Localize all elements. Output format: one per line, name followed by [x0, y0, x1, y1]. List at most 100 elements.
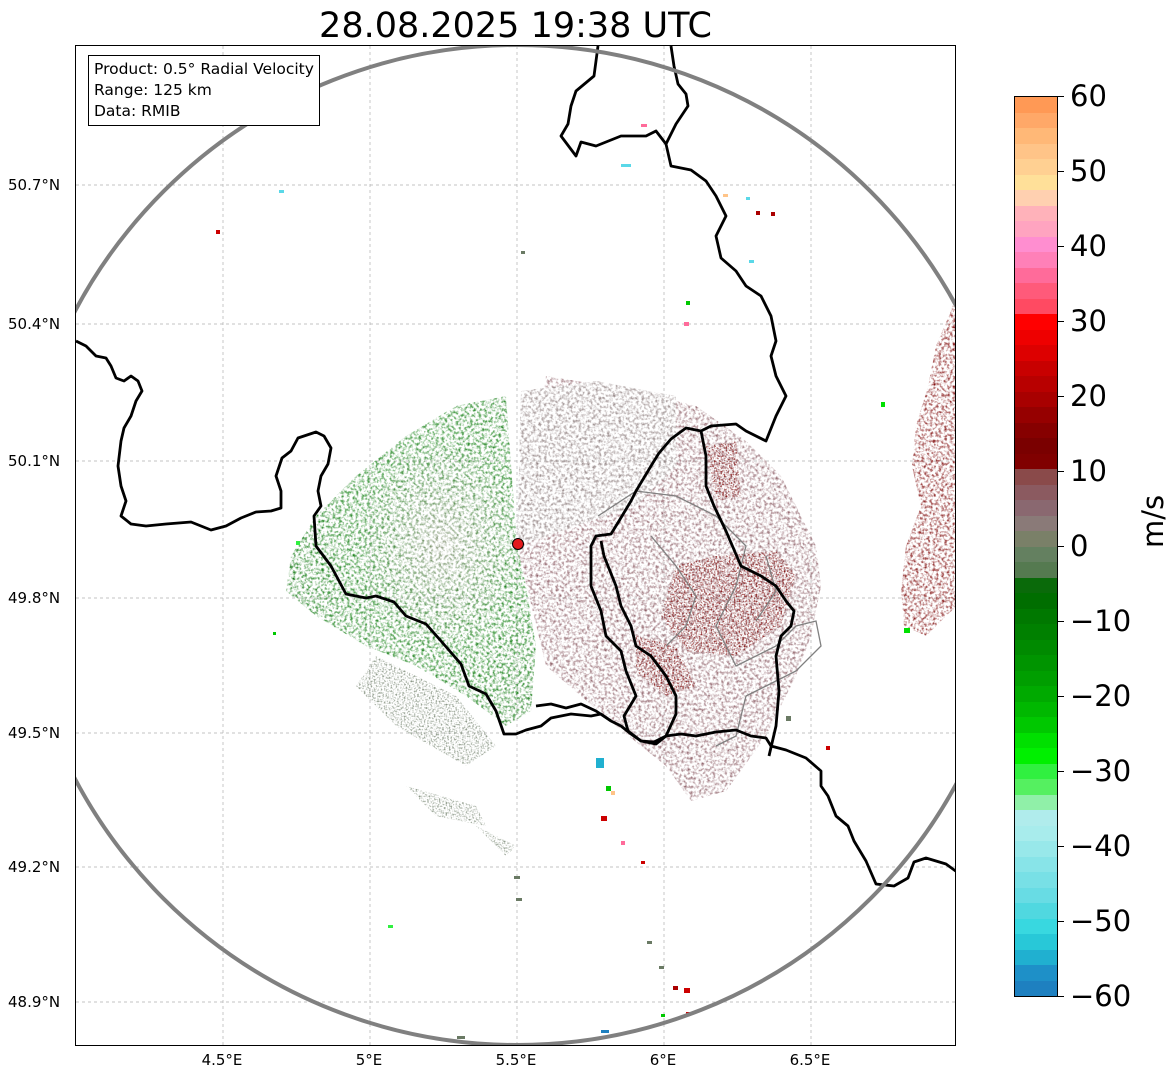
colorbar-tick-label: 20: [1070, 379, 1107, 413]
colorbar-tick-label: −60: [1070, 979, 1132, 1013]
radar-map[interactable]: [75, 45, 956, 1046]
lon-tick-label: 6.5°E: [789, 1051, 831, 1069]
colorbar-unit-label: m/s: [1136, 494, 1170, 548]
colorbar-segment: [1015, 345, 1057, 361]
colorbar-segment: [1015, 670, 1057, 686]
colorbar-segment: [1015, 531, 1057, 547]
colorbar-tick-label: −10: [1070, 604, 1132, 638]
chart-title: 28.08.2025 19:38 UTC: [319, 6, 712, 46]
colorbar-segment: [1015, 686, 1057, 702]
colorbar-segment: [1015, 965, 1057, 981]
colorbar-segment: [1015, 794, 1057, 810]
colorbar-tick-label: 30: [1070, 304, 1107, 338]
radar-site-marker: [512, 538, 524, 550]
colorbar-tick-mark: [1058, 471, 1064, 472]
colorbar-segment: [1015, 329, 1057, 345]
colorbar-tick-mark: [1058, 696, 1064, 697]
colorbar-segment: [1015, 934, 1057, 950]
colorbar-segment: [1015, 515, 1057, 531]
colorbar-tick-mark: [1058, 171, 1064, 172]
colorbar-segment: [1015, 701, 1057, 717]
colorbar-tick-label: 0: [1070, 529, 1089, 563]
colorbar-tick-mark: [1058, 846, 1064, 847]
velocity-echoes: [216, 124, 955, 1039]
lat-tick-label: 50.7°N: [8, 176, 61, 194]
colorbar-tick-mark: [1058, 621, 1064, 622]
colorbar-segment: [1015, 453, 1057, 469]
colorbar-segment: [1015, 112, 1057, 128]
colorbar-segment: [1015, 190, 1057, 206]
colorbar-segment: [1015, 608, 1057, 624]
colorbar-segment: [1015, 252, 1057, 268]
colorbar-segment: [1015, 221, 1057, 237]
colorbar-tick-mark: [1058, 321, 1064, 322]
colorbar-segment: [1015, 903, 1057, 919]
lat-tick-label: 49.8°N: [8, 589, 61, 607]
lat-tick-label: 49.2°N: [8, 858, 61, 876]
colorbar-segment: [1015, 748, 1057, 764]
colorbar-segment: [1015, 143, 1057, 159]
colorbar-tick-mark: [1058, 546, 1064, 547]
colorbar-segment: [1015, 717, 1057, 733]
lat-tick-label: 48.9°N: [8, 993, 61, 1011]
colorbar-segment: [1015, 469, 1057, 485]
colorbar-tick-mark: [1058, 96, 1064, 97]
colorbar-segment: [1015, 97, 1057, 113]
colorbar-segment: [1015, 422, 1057, 438]
lon-tick-label: 5°E: [355, 1051, 383, 1069]
colorbar-segment: [1015, 391, 1057, 407]
colorbar-tick-mark: [1058, 396, 1064, 397]
colorbar-segment: [1015, 732, 1057, 748]
colorbar-segment: [1015, 856, 1057, 872]
colorbar-tick-label: −30: [1070, 754, 1132, 788]
colorbar-tick-label: 50: [1070, 154, 1107, 188]
lon-tick-label: 4.5°E: [201, 1051, 243, 1069]
colorbar-tick-label: −50: [1070, 904, 1132, 938]
lat-tick-label: 50.4°N: [8, 315, 61, 333]
colorbar-segment: [1015, 236, 1057, 252]
colorbar-segment: [1015, 360, 1057, 376]
colorbar-segment: [1015, 205, 1057, 221]
colorbar-segment: [1015, 918, 1057, 934]
colorbar-segment: [1015, 810, 1057, 826]
colorbar-segment: [1015, 825, 1057, 841]
colorbar-segment: [1015, 500, 1057, 516]
colorbar-segment: [1015, 159, 1057, 175]
colorbar-segment: [1015, 779, 1057, 795]
colorbar-segment: [1015, 887, 1057, 903]
colorbar-segment: [1015, 655, 1057, 671]
colorbar-segment: [1015, 980, 1057, 996]
colorbar-tick-label: −20: [1070, 679, 1132, 713]
radar-map-canvas: [76, 46, 955, 1045]
colorbar-segment: [1015, 484, 1057, 500]
lon-tick-label: 6°E: [649, 1051, 677, 1069]
colorbar-segment: [1015, 174, 1057, 190]
colorbar-segment: [1015, 639, 1057, 655]
colorbar-tick-mark: [1058, 996, 1064, 997]
info-data-source: Data: RMIB: [94, 102, 181, 120]
colorbar-segment: [1015, 128, 1057, 144]
info-product: Product: 0.5° Radial Velocity: [94, 60, 314, 78]
colorbar-segment: [1015, 949, 1057, 965]
colorbar-segment: [1015, 562, 1057, 578]
colorbar-segment: [1015, 593, 1057, 609]
velocity-colorbar: [1014, 96, 1058, 997]
colorbar-tick-mark: [1058, 246, 1064, 247]
region-borders: [597, 490, 822, 747]
colorbar-segment: [1015, 283, 1057, 299]
lat-tick-label: 50.1°N: [8, 452, 61, 470]
colorbar-tick-label: −40: [1070, 829, 1132, 863]
colorbar-tick-label: 10: [1070, 454, 1107, 488]
colorbar-segment: [1015, 546, 1057, 562]
colorbar-segment: [1015, 577, 1057, 593]
country-borders: [76, 46, 955, 888]
colorbar-segment: [1015, 624, 1057, 640]
colorbar-segment: [1015, 298, 1057, 314]
colorbar-segment: [1015, 407, 1057, 423]
info-range: Range: 125 km: [94, 81, 212, 99]
colorbar-segment: [1015, 314, 1057, 330]
colorbar-segment: [1015, 438, 1057, 454]
colorbar-segment: [1015, 267, 1057, 283]
lon-tick-label: 5.5°E: [495, 1051, 537, 1069]
colorbar-tick-label: 40: [1070, 229, 1107, 263]
